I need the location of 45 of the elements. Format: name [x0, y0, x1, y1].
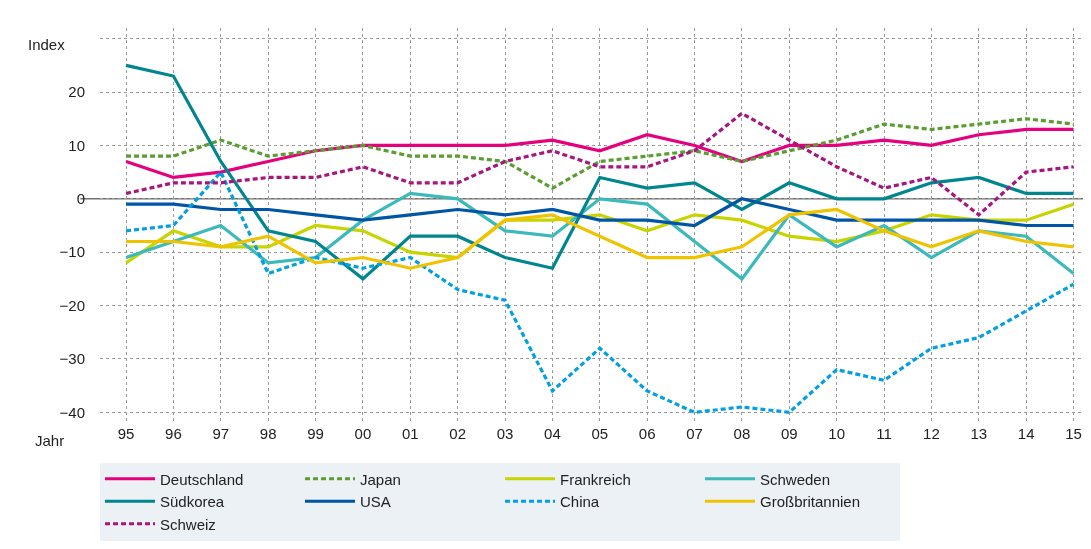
x-tick-label: 02 [449, 425, 467, 442]
x-tick-label: 05 [591, 425, 609, 442]
legend-label: Südkorea [160, 493, 225, 511]
x-tick-label: 00 [354, 425, 372, 442]
x-tick-label: 07 [686, 425, 703, 442]
line-series [124, 127, 1076, 180]
x-tick-label: 96 [165, 425, 182, 442]
legend-label: Japan [360, 470, 401, 488]
line-series [124, 63, 1076, 281]
x-tick-label: 95 [117, 425, 135, 442]
x-tick-label: 03 [496, 425, 514, 442]
x-tick-label: 06 [638, 425, 656, 442]
x-tick-label: 01 [401, 425, 419, 442]
y-tick-label: −30 [59, 350, 85, 368]
x-tick-label: 09 [780, 425, 798, 442]
x-tick-label: 04 [544, 425, 561, 442]
legend-label: Frankreich [560, 470, 631, 488]
legend-label: USA [360, 493, 391, 511]
x-tick-label: 14 [1017, 425, 1035, 442]
x-tick-label: 10 [828, 425, 845, 442]
y-tick-label: 10 [68, 136, 85, 154]
legend-label: Deutschland [160, 470, 244, 488]
y-tick-label: −40 [59, 403, 85, 421]
x-tick-label: 08 [733, 425, 751, 442]
x-tick-label: 13 [970, 425, 988, 442]
line-series [124, 170, 1076, 414]
x-tick-label: 98 [259, 425, 277, 442]
y-axis-title: Index [28, 36, 66, 53]
y-tick-label: 20 [68, 83, 85, 101]
line-series [124, 197, 1076, 228]
y-tick-label: 0 [76, 190, 85, 208]
y-tick-label: −20 [59, 296, 85, 314]
legend-label: Schweiz [160, 515, 216, 533]
x-axis-title: Jahr [35, 432, 65, 449]
legend-label: Schweden [760, 470, 831, 488]
x-tick-label: 15 [1065, 425, 1082, 442]
x-tick-label: 97 [212, 425, 230, 442]
legend-label: China [560, 493, 600, 511]
line-series [124, 111, 1076, 217]
x-tick-label: 11 [876, 425, 892, 442]
legend-label: Großbritannien [760, 493, 861, 511]
x-tick-label: 99 [307, 425, 324, 442]
y-tick-label: −10 [59, 243, 85, 261]
line-series [124, 117, 1076, 190]
x-tick-label: 12 [923, 425, 940, 442]
